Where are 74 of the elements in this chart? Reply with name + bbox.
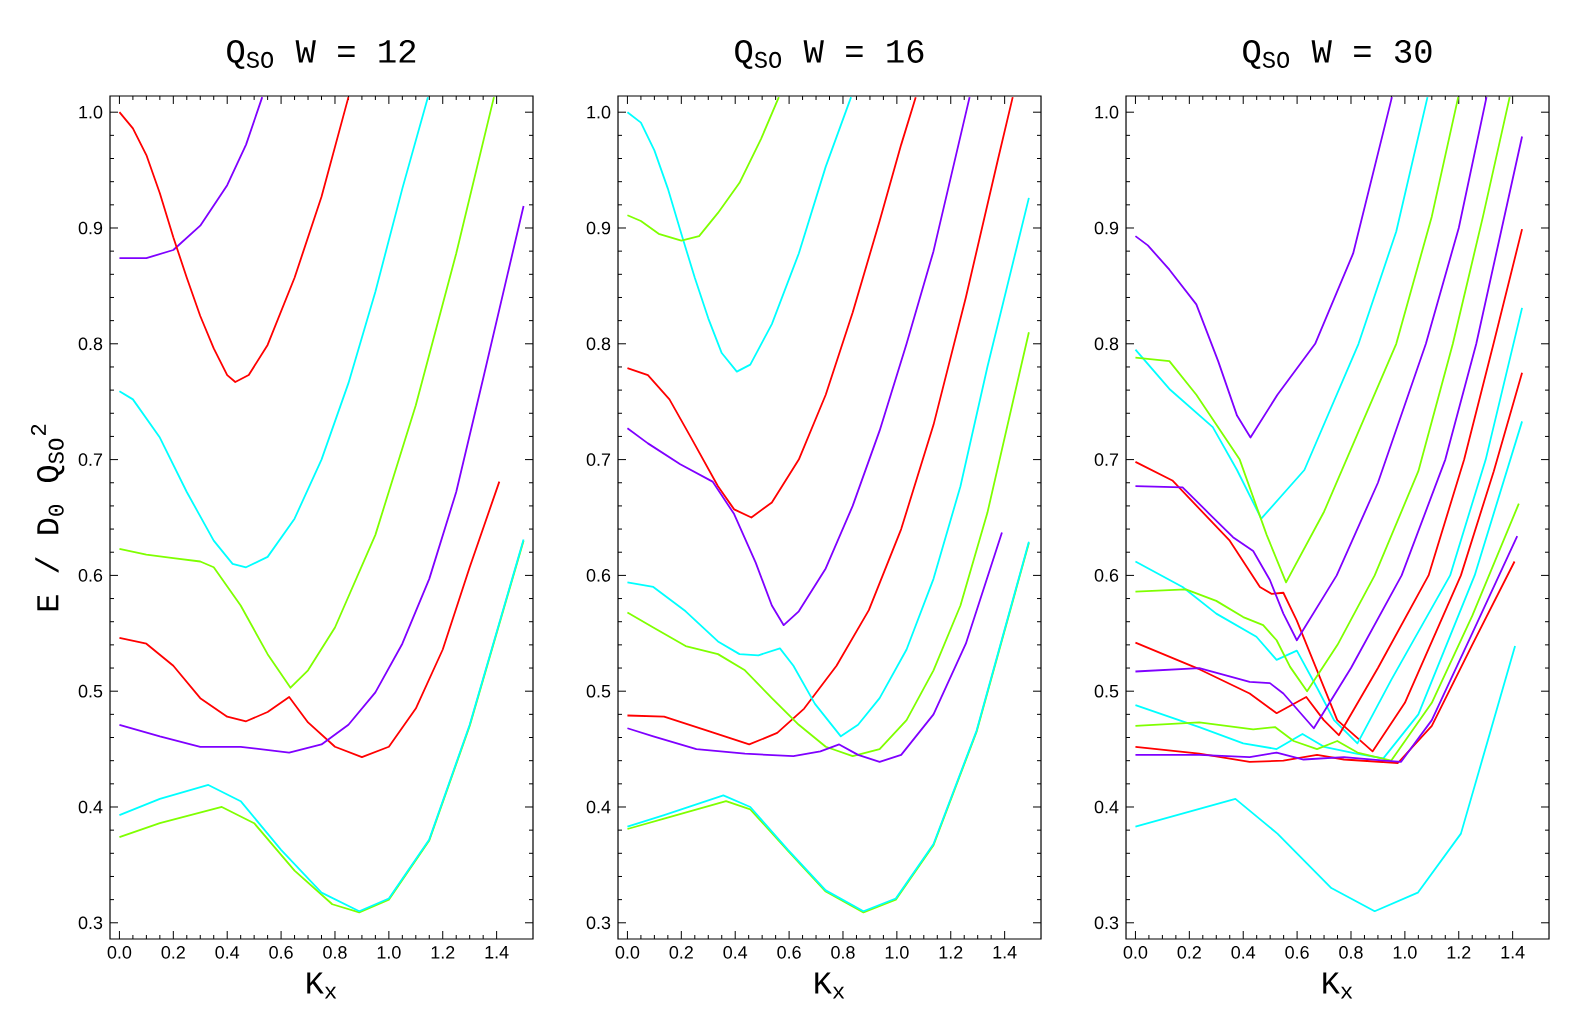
y-tick-label: 0.6 <box>1094 569 1119 582</box>
line-series <box>626 96 780 242</box>
x-tick-label: 0.0 <box>107 946 132 959</box>
y-tick-label: 0.5 <box>586 684 611 698</box>
line-series <box>626 96 1014 746</box>
chart-title: Q$_{SO}$ W = 30 <box>1243 39 1432 69</box>
x-tick-label: 0.0 <box>615 946 640 959</box>
x-tick-label: 0.6 <box>1285 946 1309 959</box>
line-series <box>626 196 1030 738</box>
x-tick-label: 0.4 <box>1231 946 1256 959</box>
y-tick-label: 0.7 <box>586 453 611 466</box>
line-series <box>1134 96 1460 584</box>
x-tick-label: 1.0 <box>885 946 909 959</box>
x-tick-label: 0.6 <box>269 946 293 959</box>
y-tick-label: 0.5 <box>78 684 103 698</box>
x-tick-label: 1.2 <box>431 946 455 959</box>
x-tick-label: 1.4 <box>485 946 509 959</box>
y-tick-label: 0.3 <box>586 916 611 930</box>
y-tick-label: 0.3 <box>1094 916 1119 930</box>
line-series <box>1134 306 1523 745</box>
x-tick-label: 0.2 <box>161 946 185 959</box>
y-tick-label: 1.0 <box>79 105 103 119</box>
y-tick-label: 0.9 <box>1094 221 1119 235</box>
y-tick-label: 0.9 <box>78 221 103 235</box>
line-series <box>626 96 917 519</box>
x-tick-label: 0.2 <box>1177 946 1201 959</box>
x-tick-label: 0.8 <box>1339 946 1363 959</box>
y-tick-label: 0.7 <box>1094 453 1119 466</box>
line-series <box>1134 96 1393 439</box>
x-tick-label: 0.8 <box>831 946 855 959</box>
y-tick-label: 0.3 <box>78 916 103 930</box>
y-tick-label: 0.4 <box>1094 800 1119 814</box>
y-tick-label: 0.9 <box>586 221 611 235</box>
y-tick-label: 1.0 <box>1095 105 1119 119</box>
line-series <box>1134 96 1429 520</box>
y-tick-label: 0.6 <box>586 569 611 582</box>
y-tick-label: 0.8 <box>78 337 103 351</box>
line-series <box>626 96 971 627</box>
x-tick-label: 1.2 <box>1447 946 1471 959</box>
line-series <box>118 480 501 759</box>
chart-title: Q$_{SO}$ W = 12 <box>227 39 416 69</box>
y-tick-label: 0.6 <box>78 569 103 582</box>
line-series <box>118 96 429 569</box>
x-axis-title: K$_{x}$ <box>1323 972 1353 999</box>
x-tick-label: 1.0 <box>377 946 401 959</box>
y-tick-label: 0.4 <box>586 800 611 814</box>
y-tick-label: 0.4 <box>78 800 103 814</box>
y-tick-label: 0.7 <box>78 453 103 466</box>
line-series <box>118 96 495 689</box>
x-tick-label: 1.4 <box>1501 946 1525 959</box>
x-tick-label: 1.4 <box>993 946 1017 959</box>
line-series <box>118 96 264 259</box>
y-tick-label: 1.0 <box>587 105 611 119</box>
x-tick-label: 1.2 <box>939 946 963 959</box>
y-tick-label: 0.8 <box>586 337 611 351</box>
x-tick-label: 0.8 <box>323 946 347 959</box>
line-series <box>626 331 1030 757</box>
x-tick-label: 0.4 <box>723 946 748 959</box>
line-series <box>118 205 525 754</box>
x-tick-label: 0.2 <box>669 946 693 959</box>
x-tick-label: 0.6 <box>777 946 801 959</box>
x-axis-title: K$_{x}$ <box>307 972 337 999</box>
x-tick-label: 0.4 <box>215 946 240 959</box>
x-axis-title: K$_{x}$ <box>815 972 845 999</box>
line-series <box>1134 645 1516 913</box>
x-tick-label: 1.0 <box>1393 946 1417 959</box>
y-tick-label: 0.8 <box>1094 337 1119 351</box>
y-tick-label: 0.5 <box>1094 684 1119 698</box>
x-tick-label: 0.0 <box>1123 946 1148 959</box>
line-series <box>118 96 350 383</box>
line-series <box>626 96 852 373</box>
line-series <box>626 531 1003 763</box>
y-axis-title: E / D$_{0}$ Q$_{SO}$2 <box>30 424 65 611</box>
chart-title: Q$_{SO}$ W = 16 <box>735 39 924 69</box>
